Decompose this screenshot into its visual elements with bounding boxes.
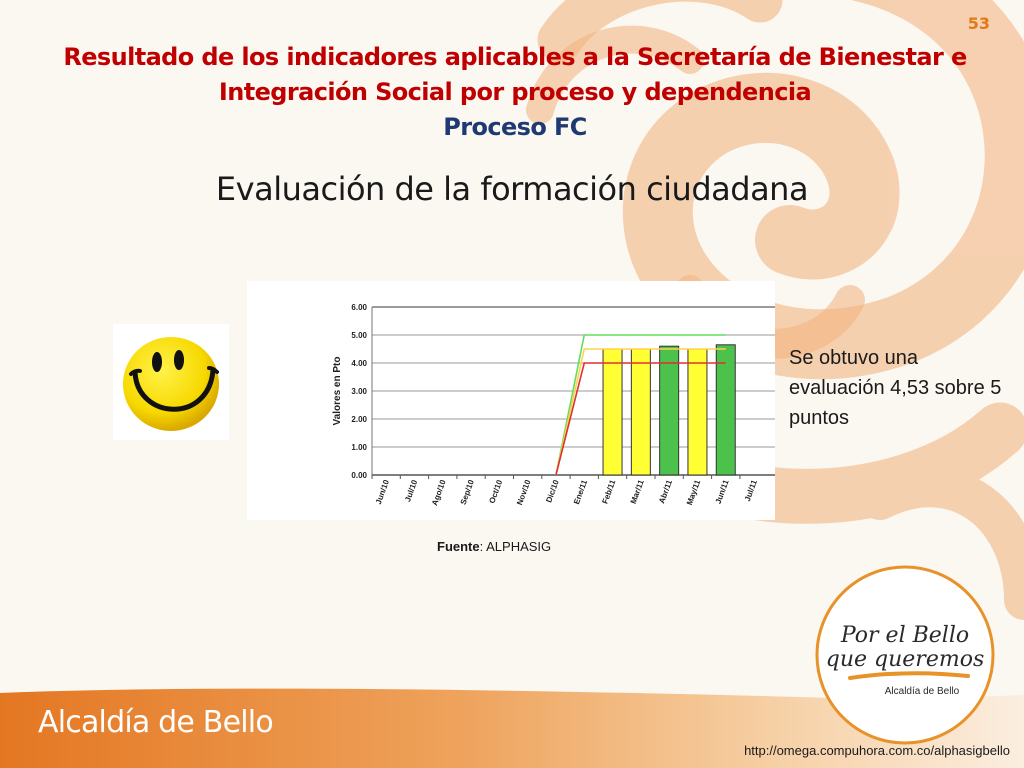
slide-subtitle: Proceso FC <box>443 113 587 141</box>
footer-url[interactable]: http://omega.compuhora.com.co/alphasigbe… <box>744 743 1010 758</box>
smiley-face-icon <box>123 337 219 431</box>
logo-line-2: que queremos <box>826 647 984 672</box>
x-tick-label: Dic/10 <box>544 478 561 504</box>
x-tick-label: May/11 <box>685 478 703 506</box>
series-line <box>555 362 726 476</box>
smiley-panel <box>113 324 229 440</box>
y-tick-label: 4.00 <box>351 359 367 368</box>
y-tick-label: 3.00 <box>351 387 367 396</box>
source-caption: Fuente: ALPHASIG <box>437 539 551 554</box>
x-tick-label: Ene/11 <box>572 478 589 505</box>
bar-line-chart: 0.00 1.00 2.00 3.00 4.00 5.00 6.00 Valores en P… <box>332 303 775 507</box>
y-tick-label: 2.00 <box>351 415 367 424</box>
y-tick-label: 0.00 <box>351 471 367 480</box>
por-el-bello-logo: Por el Bello que queremos Alcaldía de Be… <box>810 560 1000 750</box>
bar <box>715 344 736 476</box>
x-tick-label: Nov/10 <box>515 478 533 506</box>
chart-panel: 0.00 1.00 2.00 3.00 4.00 5.00 6.00 Valores en P… <box>247 281 775 520</box>
x-tick-label: Feb/11 <box>600 478 617 505</box>
result-note: Se obtuvo una evaluación 4,53 sobre 5 pu… <box>789 347 1002 429</box>
slide-heading: Resultado de los indicadores aplicables … <box>60 40 970 145</box>
x-tick-label: Sep/10 <box>459 478 476 506</box>
bar <box>687 348 708 476</box>
footer-band <box>0 688 1024 768</box>
x-tick-label: Jun/11 <box>714 478 731 505</box>
section-title: Evaluación de la formación ciudadana <box>215 170 809 208</box>
x-tick-label: Jul/10 <box>403 478 419 503</box>
bar <box>659 345 680 476</box>
series-line <box>555 334 726 476</box>
x-tick-label: Ago/10 <box>430 478 448 507</box>
y-tick-label: 5.00 <box>351 331 367 340</box>
x-tick-label: Mar/11 <box>629 478 646 505</box>
x-tick-label: Jul/11 <box>743 478 759 502</box>
y-tick-label: 6.00 <box>351 303 367 312</box>
x-tick-label: Abr/11 <box>657 478 674 505</box>
logo-line-1: Por el Bello <box>840 623 969 648</box>
page-number: 53 <box>967 14 990 33</box>
bar <box>602 348 623 476</box>
y-axis-title: Valores en Pto <box>332 357 343 426</box>
source-value: : ALPHASIG <box>479 539 552 554</box>
x-tick-label: Oct/10 <box>487 478 504 505</box>
footer-brand: Alcaldía de Bello <box>38 705 274 740</box>
x-tick-label: Jun/10 <box>374 478 391 505</box>
slide-title: Resultado de los indicadores aplicables … <box>63 43 967 106</box>
y-tick-label: 1.00 <box>351 443 367 452</box>
logo-line-3: Alcaldía de Bello <box>885 686 960 697</box>
series-line <box>555 348 726 476</box>
source-label: Fuente <box>437 539 480 554</box>
bar <box>630 348 651 476</box>
